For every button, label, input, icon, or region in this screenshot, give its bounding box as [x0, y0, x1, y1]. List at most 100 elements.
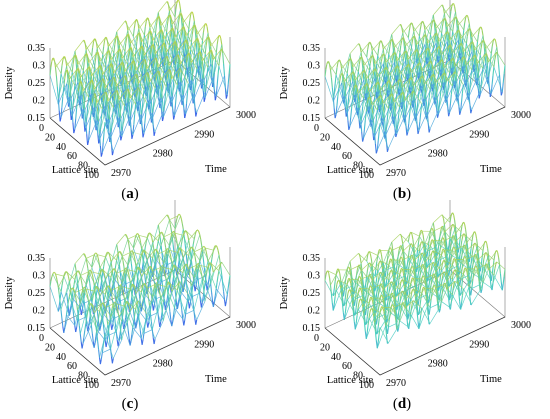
surface-wire [146, 57, 156, 69]
surface-wire [366, 292, 376, 299]
x-tick-label: 40 [56, 142, 66, 153]
surface-wire [357, 71, 367, 98]
surface-wire [168, 274, 178, 304]
caption-letter: c [126, 396, 134, 412]
surface-wire [176, 285, 179, 291]
surface-wire [492, 66, 495, 76]
surface-wire [373, 122, 376, 133]
surface-wire [85, 278, 88, 285]
surface-wire [443, 67, 453, 87]
surface-wire [144, 21, 147, 27]
surface-wire [111, 306, 114, 312]
x-tick-label: 40 [331, 142, 341, 153]
surface-wire [218, 254, 221, 261]
surface-wire [392, 42, 395, 48]
surface-wire [471, 280, 474, 289]
surface-wire [330, 59, 340, 71]
surface-wire [163, 302, 173, 327]
x-tick-label: 100 [359, 170, 374, 181]
surface-wire [79, 333, 82, 343]
y-tick-label: 3000 [511, 110, 531, 121]
surface-wire [416, 311, 419, 322]
surface-wire [217, 250, 220, 256]
caption-open: ( [121, 186, 127, 202]
surface-wire [218, 57, 221, 66]
surface-wire [183, 230, 186, 233]
surface-wire [411, 234, 414, 240]
y-tick-label: 2990 [469, 129, 489, 140]
surface-wire [402, 243, 412, 252]
surface-wire [82, 287, 85, 290]
surface-wire [382, 93, 392, 104]
surface-wire [356, 97, 359, 108]
surface-wire [127, 292, 130, 299]
surface-wire [416, 306, 419, 315]
surface-wire [151, 296, 162, 323]
surface-wire [154, 79, 157, 89]
surface-wire [456, 276, 459, 285]
surface-wire [329, 277, 332, 286]
surface-wire [135, 90, 138, 97]
surface-wire [88, 308, 98, 330]
surface-wire [481, 30, 484, 36]
surface-wire [406, 304, 409, 306]
surface-wire [502, 276, 505, 285]
surface-wire [343, 297, 353, 321]
surface-wire [118, 117, 121, 130]
surface-wire [441, 26, 444, 34]
surface-wire [371, 95, 381, 106]
surface-wire [96, 102, 99, 112]
surface-wire [228, 275, 231, 282]
surface-wire [406, 132, 409, 136]
surface-wire [154, 25, 157, 34]
surface-wire [374, 269, 377, 277]
surface-wire [123, 51, 126, 62]
surface-wire [107, 90, 117, 102]
surface-wire [223, 75, 226, 88]
x-tick-label: 60 [67, 361, 77, 372]
surface-wire [386, 117, 389, 127]
surface-wire [174, 94, 177, 106]
surface-wire [377, 67, 387, 78]
surface-wire [473, 268, 476, 275]
surface-wire [186, 56, 189, 63]
surface-wire [74, 263, 77, 270]
surface-wire [416, 243, 426, 258]
surface-wire [144, 283, 147, 286]
surface-wire [407, 272, 417, 280]
surface-wire [354, 94, 357, 106]
surface-wire [98, 311, 101, 318]
surface-wire [154, 320, 164, 340]
surface-wire [138, 234, 148, 238]
surface-wire [346, 109, 349, 121]
surface-wire [395, 119, 398, 130]
surface-wire [394, 271, 397, 275]
surface-wire [168, 303, 171, 312]
surface-wire [193, 234, 196, 239]
surface-wire [104, 303, 114, 309]
surface-wire [391, 242, 394, 249]
surface-wire [101, 54, 104, 65]
surface-wire [142, 133, 145, 138]
surface-wire [85, 75, 88, 85]
surface-wire [192, 81, 195, 94]
surface-wire [408, 114, 411, 124]
surface-wire [109, 256, 112, 262]
surface-wire [416, 34, 426, 45]
surface-wire [91, 65, 101, 77]
surface-wire [191, 293, 194, 303]
surface-wire [454, 249, 457, 256]
surface-wire [212, 77, 215, 90]
surface-wire [189, 68, 192, 81]
surface-wire [112, 130, 123, 152]
surface-wire [160, 14, 170, 26]
surface-wire [60, 291, 70, 316]
surface-wire [432, 69, 442, 88]
surface-wire [189, 296, 192, 304]
surface-wire [360, 262, 370, 272]
surface-wire [385, 272, 395, 287]
surface-wire [91, 306, 101, 331]
surface-wire [334, 289, 337, 297]
z-tick-label: 0.15 [28, 113, 46, 124]
surface-wire [58, 83, 61, 95]
